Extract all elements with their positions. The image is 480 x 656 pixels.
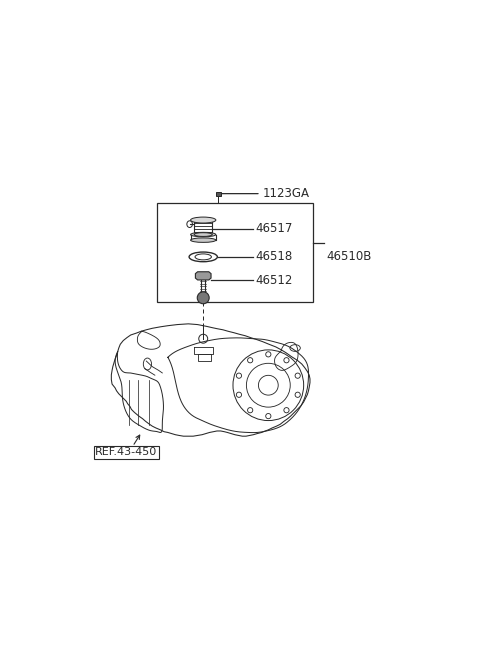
Text: REF.43-450: REF.43-450 bbox=[96, 447, 157, 457]
Ellipse shape bbox=[194, 233, 212, 236]
Bar bbox=[198, 354, 211, 361]
Text: 1123GA: 1123GA bbox=[263, 187, 310, 200]
Circle shape bbox=[197, 292, 209, 304]
Ellipse shape bbox=[191, 232, 216, 237]
Ellipse shape bbox=[191, 238, 216, 242]
Text: 46517: 46517 bbox=[255, 222, 293, 236]
Text: 46512: 46512 bbox=[255, 274, 293, 287]
Polygon shape bbox=[195, 272, 211, 280]
Bar bbox=[216, 192, 220, 195]
Bar bbox=[156, 203, 313, 302]
Text: 46510B: 46510B bbox=[326, 251, 372, 263]
Text: 46518: 46518 bbox=[255, 251, 292, 263]
Ellipse shape bbox=[191, 217, 216, 223]
